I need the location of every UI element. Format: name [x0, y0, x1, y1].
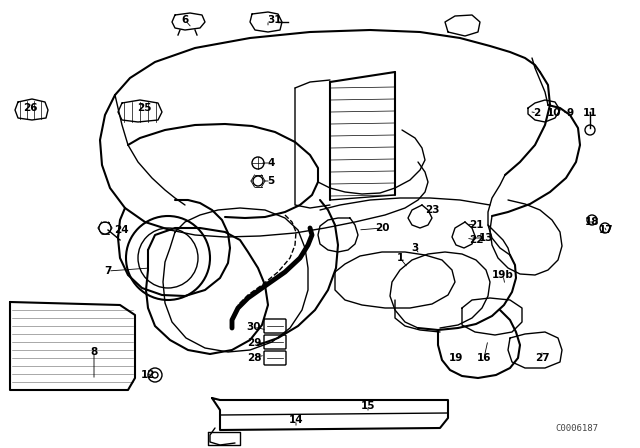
Text: 10: 10	[547, 108, 561, 118]
Text: 14: 14	[289, 415, 303, 425]
Text: 5: 5	[268, 176, 275, 186]
Text: 13: 13	[479, 233, 493, 243]
Text: 30: 30	[247, 322, 261, 332]
Text: 27: 27	[534, 353, 549, 363]
Text: C0006187: C0006187	[556, 423, 598, 432]
Text: 2: 2	[533, 108, 541, 118]
Text: 3: 3	[412, 243, 419, 253]
Text: 23: 23	[425, 205, 439, 215]
Text: 4: 4	[268, 158, 275, 168]
Text: 19b: 19b	[492, 270, 514, 280]
Text: 20: 20	[375, 223, 389, 233]
Text: 21: 21	[468, 220, 483, 230]
Text: 12: 12	[141, 370, 156, 380]
Text: 31: 31	[268, 15, 282, 25]
Text: 8: 8	[90, 347, 98, 357]
FancyBboxPatch shape	[264, 319, 286, 333]
Text: 25: 25	[137, 103, 151, 113]
Text: 22: 22	[468, 235, 483, 245]
Text: 1: 1	[396, 253, 404, 263]
FancyBboxPatch shape	[264, 351, 286, 365]
Text: 16: 16	[477, 353, 492, 363]
Text: 28: 28	[247, 353, 261, 363]
Text: 17: 17	[598, 225, 613, 235]
Text: 24: 24	[114, 225, 128, 235]
Text: 9: 9	[566, 108, 573, 118]
Text: 29: 29	[247, 338, 261, 348]
Text: 19: 19	[449, 353, 463, 363]
Text: 7: 7	[104, 266, 112, 276]
Text: 26: 26	[23, 103, 37, 113]
FancyBboxPatch shape	[264, 335, 286, 349]
Text: 11: 11	[583, 108, 597, 118]
Text: 15: 15	[361, 401, 375, 411]
Text: 18: 18	[585, 217, 599, 227]
Text: 6: 6	[181, 15, 189, 25]
